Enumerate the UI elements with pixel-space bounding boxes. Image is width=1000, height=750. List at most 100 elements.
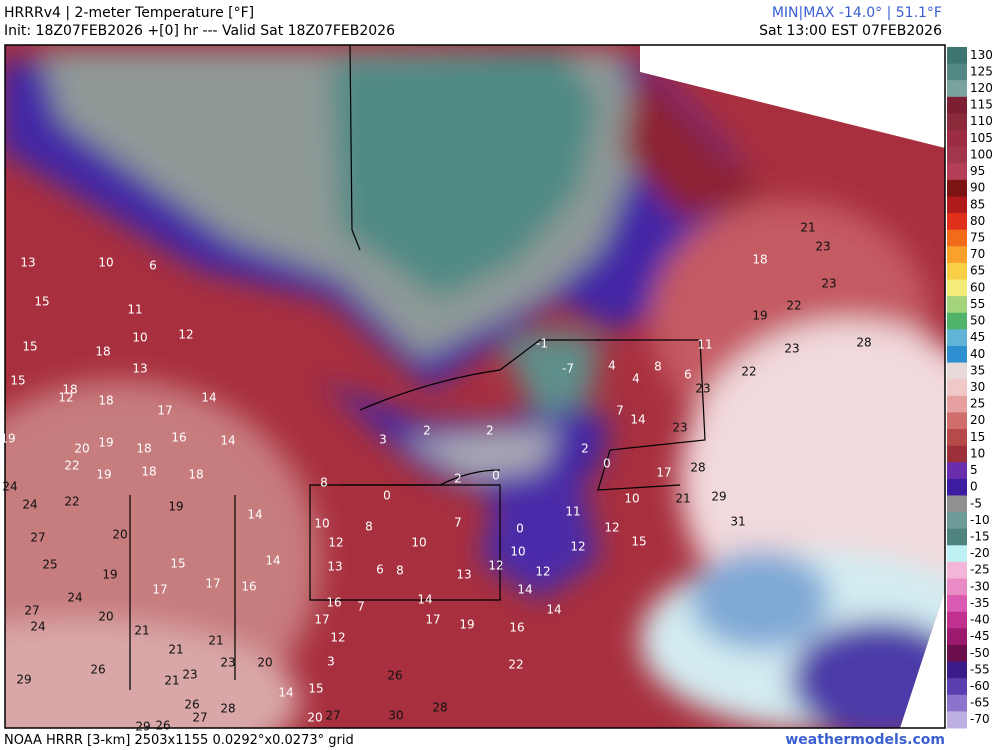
station-temp: 15 bbox=[170, 557, 185, 571]
station-temp: 23 bbox=[182, 668, 197, 682]
temperature-field bbox=[5, 45, 945, 728]
station-temp: 10 bbox=[624, 492, 639, 506]
colorbar-label: 5 bbox=[970, 463, 978, 477]
station-temp: 0 bbox=[516, 522, 524, 536]
station-temp: 11 bbox=[565, 505, 580, 519]
station-temp: 2 bbox=[486, 424, 494, 438]
station-temp: 28 bbox=[432, 701, 447, 715]
colorbar-label: 40 bbox=[970, 347, 985, 361]
station-temp: 12 bbox=[488, 559, 503, 573]
station-temp: 16 bbox=[326, 596, 341, 610]
station-temp: 12 bbox=[58, 391, 73, 405]
station-temp: 24 bbox=[30, 620, 45, 634]
station-temp: 2 bbox=[423, 424, 431, 438]
station-temp: 23 bbox=[815, 240, 830, 254]
colorbar-swatch bbox=[947, 611, 967, 629]
station-temp: 10 bbox=[98, 256, 113, 270]
station-temp: 19 bbox=[96, 468, 111, 482]
station-temp: 22 bbox=[508, 658, 523, 672]
colorbar-swatch bbox=[947, 279, 967, 297]
station-temp: 28 bbox=[856, 336, 871, 350]
station-temp: 31 bbox=[730, 515, 745, 529]
station-temp: 14 bbox=[220, 434, 235, 448]
station-temp: 17 bbox=[152, 583, 167, 597]
station-temp: 24 bbox=[67, 591, 82, 605]
colorbar-label: -35 bbox=[970, 596, 990, 610]
station-temp: 19 bbox=[168, 500, 183, 514]
station-temp: 29 bbox=[16, 673, 31, 687]
station-temp: 10 bbox=[314, 517, 329, 531]
colorbar-swatch bbox=[947, 362, 967, 380]
station-temp: 6 bbox=[149, 259, 157, 273]
station-temp: 14 bbox=[417, 593, 432, 607]
colorbar-swatch bbox=[947, 379, 967, 397]
colorbar-swatch bbox=[947, 196, 967, 214]
station-temp: 4 bbox=[608, 359, 616, 373]
colorbar-label: 100 bbox=[970, 147, 993, 161]
station-temp: 21 bbox=[164, 674, 179, 688]
station-temp: 15 bbox=[10, 374, 25, 388]
colorbar-label: 125 bbox=[970, 64, 993, 78]
colorbar-swatch bbox=[947, 262, 967, 281]
station-temp: 20 bbox=[307, 711, 322, 725]
colorbar-label: -60 bbox=[970, 679, 990, 693]
colorbar-swatch bbox=[947, 412, 967, 430]
colorbar-swatch bbox=[947, 512, 967, 530]
colorbar-label: 60 bbox=[970, 280, 985, 294]
station-temp: 19 bbox=[459, 618, 474, 632]
station-temp: 17 bbox=[205, 577, 220, 591]
station-temp: 13 bbox=[132, 362, 147, 376]
station-temp: 17 bbox=[314, 613, 329, 627]
station-temp: 13 bbox=[456, 568, 471, 582]
station-temp: 14 bbox=[630, 413, 645, 427]
station-temp: 14 bbox=[247, 508, 262, 522]
station-temp: 22 bbox=[741, 365, 756, 379]
colorbar-swatch bbox=[947, 661, 967, 679]
colorbar-swatch bbox=[947, 47, 967, 65]
colorbar-swatch bbox=[947, 478, 967, 496]
station-temp: 12 bbox=[178, 328, 193, 342]
station-temp: 13 bbox=[20, 256, 35, 270]
station-temp: 17 bbox=[656, 466, 671, 480]
station-temp: 19 bbox=[98, 436, 113, 450]
colorbar-swatch bbox=[947, 445, 967, 463]
colorbar-swatch bbox=[947, 528, 967, 546]
colorbar-swatch bbox=[947, 395, 967, 413]
init-line: Init: 18Z07FEB2026 +[0] hr --- Valid Sat… bbox=[4, 23, 395, 39]
colorbar-label: 85 bbox=[970, 197, 985, 211]
station-temp: 22 bbox=[64, 459, 79, 473]
station-temp: 18 bbox=[136, 442, 151, 456]
station-temp: 13 bbox=[327, 560, 342, 574]
colorbar-swatch bbox=[947, 644, 967, 663]
station-temp: 18 bbox=[752, 253, 767, 267]
colorbar-swatch bbox=[947, 80, 967, 98]
colorbar-label: -30 bbox=[970, 579, 990, 593]
station-temp: 6 bbox=[376, 563, 384, 577]
station-temp: 3 bbox=[379, 433, 387, 447]
station-temp: 18 bbox=[95, 345, 110, 359]
footer-source: NOAA HRRR [3-km] 2503x1155 0.0292°x0.027… bbox=[4, 733, 354, 748]
station-temp: 8 bbox=[365, 520, 373, 534]
station-temp: 0 bbox=[492, 469, 500, 483]
colorbar-label: 20 bbox=[970, 413, 985, 427]
station-temp: 21 bbox=[675, 492, 690, 506]
station-temp: 28 bbox=[220, 702, 235, 716]
station-temp: 29 bbox=[711, 490, 726, 504]
station-temp: 12 bbox=[535, 565, 550, 579]
station-temp: 17 bbox=[157, 404, 172, 418]
colorbar-swatch bbox=[947, 312, 967, 330]
colorbar-swatch bbox=[947, 545, 967, 563]
station-temp: 11 bbox=[697, 338, 712, 352]
station-temp: 26 bbox=[184, 698, 199, 712]
station-temp: 14 bbox=[265, 554, 280, 568]
colorbar-swatch bbox=[947, 179, 967, 197]
station-temp: 23 bbox=[695, 382, 710, 396]
station-temp: 14 bbox=[278, 686, 293, 700]
station-temp: 27 bbox=[24, 604, 39, 618]
colorbar-label: -20 bbox=[970, 546, 990, 560]
station-temp: 15 bbox=[308, 682, 323, 696]
station-temp: 20 bbox=[74, 442, 89, 456]
colorbar-label: 110 bbox=[970, 114, 993, 128]
colorbar-label: 75 bbox=[970, 231, 985, 245]
station-temp: 12 bbox=[330, 631, 345, 645]
